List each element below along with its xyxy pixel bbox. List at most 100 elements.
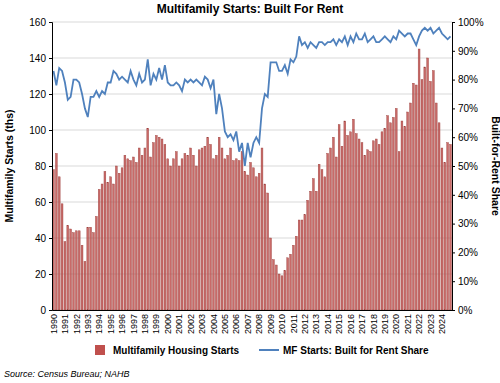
tick-label: 2020 [391, 314, 401, 334]
y2-axis-title: Built-for-Rent Share [490, 116, 500, 216]
bar [430, 81, 432, 310]
tick: 2019 [380, 314, 390, 334]
tick: 20 [35, 269, 52, 280]
tick-mark [49, 58, 52, 59]
bar [395, 108, 397, 310]
bar [195, 166, 197, 310]
tick: 1997 [129, 314, 139, 334]
y-axis: 020406080100120140160 [29, 17, 52, 316]
bar [104, 171, 106, 310]
x-axis: 1990199119921993199419951996199719981999… [49, 311, 453, 335]
bar [330, 148, 332, 310]
bar [355, 134, 357, 310]
tick-label: 100% [458, 17, 484, 28]
tick: 2010 [277, 314, 287, 334]
bar [150, 157, 152, 310]
tick-label: 50% [458, 161, 478, 172]
tick-label: 2002 [186, 314, 196, 334]
bar [324, 177, 326, 310]
tick: 2014 [323, 314, 333, 334]
bar [164, 144, 166, 310]
tick-label: 40 [35, 233, 47, 244]
bar [58, 177, 60, 310]
bar [404, 126, 406, 310]
tick-label: 40% [458, 190, 478, 201]
bar [338, 125, 340, 310]
bar [444, 162, 446, 310]
tick: 100 [29, 125, 52, 136]
tick-label: 2008 [254, 314, 264, 334]
tick: 1994 [94, 314, 104, 334]
bar [87, 227, 89, 310]
bar [270, 238, 272, 310]
tick: 2022 [414, 314, 424, 334]
tick: 2008 [254, 314, 264, 334]
bar [250, 162, 252, 310]
tick-label: 2009 [266, 314, 276, 334]
tick: 2023 [426, 314, 436, 334]
tick-label: 2003 [197, 314, 207, 334]
bar [255, 177, 257, 310]
tick: 1990 [49, 314, 59, 334]
tick: 100% [452, 17, 484, 28]
tick-label: 20% [458, 247, 478, 258]
bar [350, 132, 352, 310]
bar [398, 152, 400, 310]
tick-label: 30% [458, 218, 478, 229]
legend-label: Multifamily Housing Starts [113, 345, 240, 356]
bar [381, 132, 383, 310]
bar [213, 159, 215, 310]
plot-area: 0204060801001201401600%10%20%30%40%50%60… [29, 17, 483, 334]
tick: 2016 [346, 314, 356, 334]
legend-label: MF Starts: Built for Rent Share [283, 345, 429, 356]
bar [392, 117, 394, 310]
bar [361, 143, 363, 310]
bar [352, 119, 354, 310]
bar [372, 141, 374, 310]
bar [278, 274, 280, 310]
tick: 1992 [71, 314, 81, 334]
tick-label: 2012 [300, 314, 310, 334]
grid-line [52, 310, 452, 311]
bar [307, 200, 309, 310]
bar [115, 166, 117, 310]
bar [90, 227, 92, 310]
bar [193, 155, 195, 310]
marks [53, 28, 452, 310]
bar [107, 182, 109, 310]
tick-label: 1995 [106, 314, 116, 334]
tick: 2009 [266, 314, 276, 334]
bar [93, 233, 95, 310]
bar [158, 137, 160, 310]
tick: 90% [452, 46, 478, 57]
bar [81, 245, 83, 310]
bar [258, 173, 260, 310]
bar [304, 215, 306, 310]
bar [390, 123, 392, 310]
bar [344, 121, 346, 310]
y2-axis: 0%10%20%30%40%50%60%70%80%90%100% [452, 17, 484, 316]
legend-item: Multifamily Housing Starts [95, 345, 240, 356]
tick: 120 [29, 89, 52, 100]
bar [370, 152, 372, 310]
bar [141, 155, 143, 310]
tick: 160 [29, 17, 52, 28]
tick: 2015 [334, 314, 344, 334]
tick-label: 2000 [163, 314, 173, 334]
bar [318, 164, 320, 310]
y-axis-title: Multifamily Starts (ths) [3, 109, 15, 222]
axis-line [453, 23, 456, 311]
tick: 1995 [106, 314, 116, 334]
bar [290, 254, 292, 310]
title: Multifamily Starts: Built For Rent [157, 2, 344, 16]
bar [190, 148, 192, 310]
tick-label: 1991 [60, 314, 70, 334]
tick: 10% [452, 276, 478, 287]
tick-mark [49, 94, 52, 95]
bar [238, 161, 240, 310]
bar [244, 171, 246, 310]
bar [287, 258, 289, 310]
source: Source: Census Bureau; NAHB [4, 369, 130, 379]
bar [412, 83, 414, 310]
bar [230, 148, 232, 310]
